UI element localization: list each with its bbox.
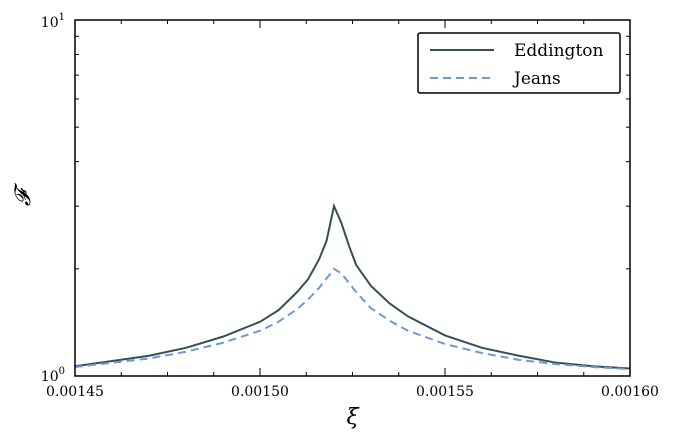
series-line-jeans: [74, 267, 631, 371]
series-lines: [74, 202, 631, 371]
y-tick-label-bottom: 100: [41, 366, 65, 385]
plot-frame: [74, 19, 631, 377]
x-tick-labels: 0.00145 0.00150 0.00155 0.00160: [46, 384, 659, 400]
legend-label-jeans: Jeans: [512, 69, 561, 89]
legend-label-eddington: Eddington: [514, 41, 604, 61]
legend-box: [417, 32, 621, 94]
y-tick-label-top: 101: [41, 12, 65, 31]
x-tick-label: 0.00160: [601, 384, 659, 400]
x-tick-label: 0.00155: [416, 384, 474, 400]
legend: Eddington Jeans: [417, 32, 621, 94]
y-tick-labels: 100 101: [41, 12, 65, 385]
y-axis-label: 𝓕: [11, 182, 36, 206]
x-tick-label: 0.00150: [231, 384, 289, 400]
x-axis-label: ξ: [346, 405, 360, 430]
series-line-eddington: [74, 202, 631, 370]
x-tick-label: 0.00145: [46, 384, 104, 400]
